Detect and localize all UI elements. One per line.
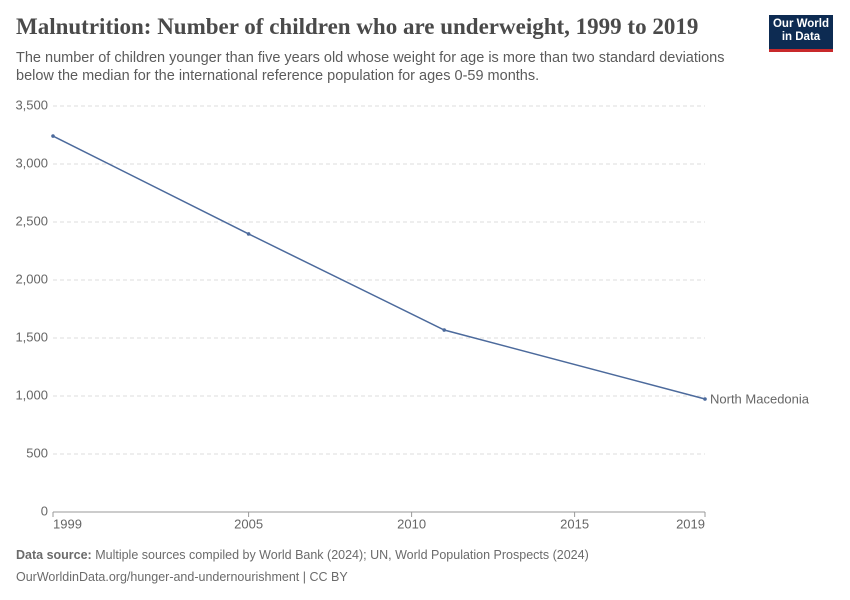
- logo-line: in Data: [781, 31, 821, 43]
- point: [246, 232, 251, 236]
- x-tick-label: 1999: [53, 516, 82, 531]
- series-label: North Macedonia: [710, 391, 810, 406]
- chart-subtitle: The number of children younger than five…: [16, 50, 725, 84]
- x-tick-label: 2019: [676, 516, 705, 531]
- y-tick-label: 500: [26, 445, 48, 460]
- y-tick-label: 1,500: [15, 329, 48, 344]
- x-tick-label: 2005: [234, 516, 263, 531]
- y-tick-label: 3,500: [15, 97, 48, 112]
- source-text: Multiple sources compiled by World Bank …: [95, 548, 589, 562]
- x-tick-label: 2010: [397, 516, 426, 531]
- y-tick-label: 2,500: [15, 213, 48, 228]
- point: [51, 134, 55, 138]
- logo[interactable]: Our World in Data: [769, 15, 833, 52]
- logo-line: Our World: [772, 18, 829, 30]
- source: Data source: Multiple sources compiled b…: [16, 548, 589, 562]
- point: [442, 328, 447, 332]
- line: [52, 135, 706, 400]
- y-tick-label: 2,000: [15, 271, 48, 286]
- chart-title: Malnutrition: Number of children who are…: [16, 14, 699, 39]
- point: [703, 397, 707, 401]
- source-label: Data source:: [16, 548, 92, 562]
- y-tick-label: 0: [41, 503, 48, 518]
- y-tick-label: 3,000: [15, 155, 48, 170]
- y-tick-label: 1,000: [15, 387, 48, 402]
- footer[interactable]: OurWorldinData.org/hunger-and-undernouri…: [16, 570, 348, 584]
- x-tick-label: 2015: [560, 516, 589, 531]
